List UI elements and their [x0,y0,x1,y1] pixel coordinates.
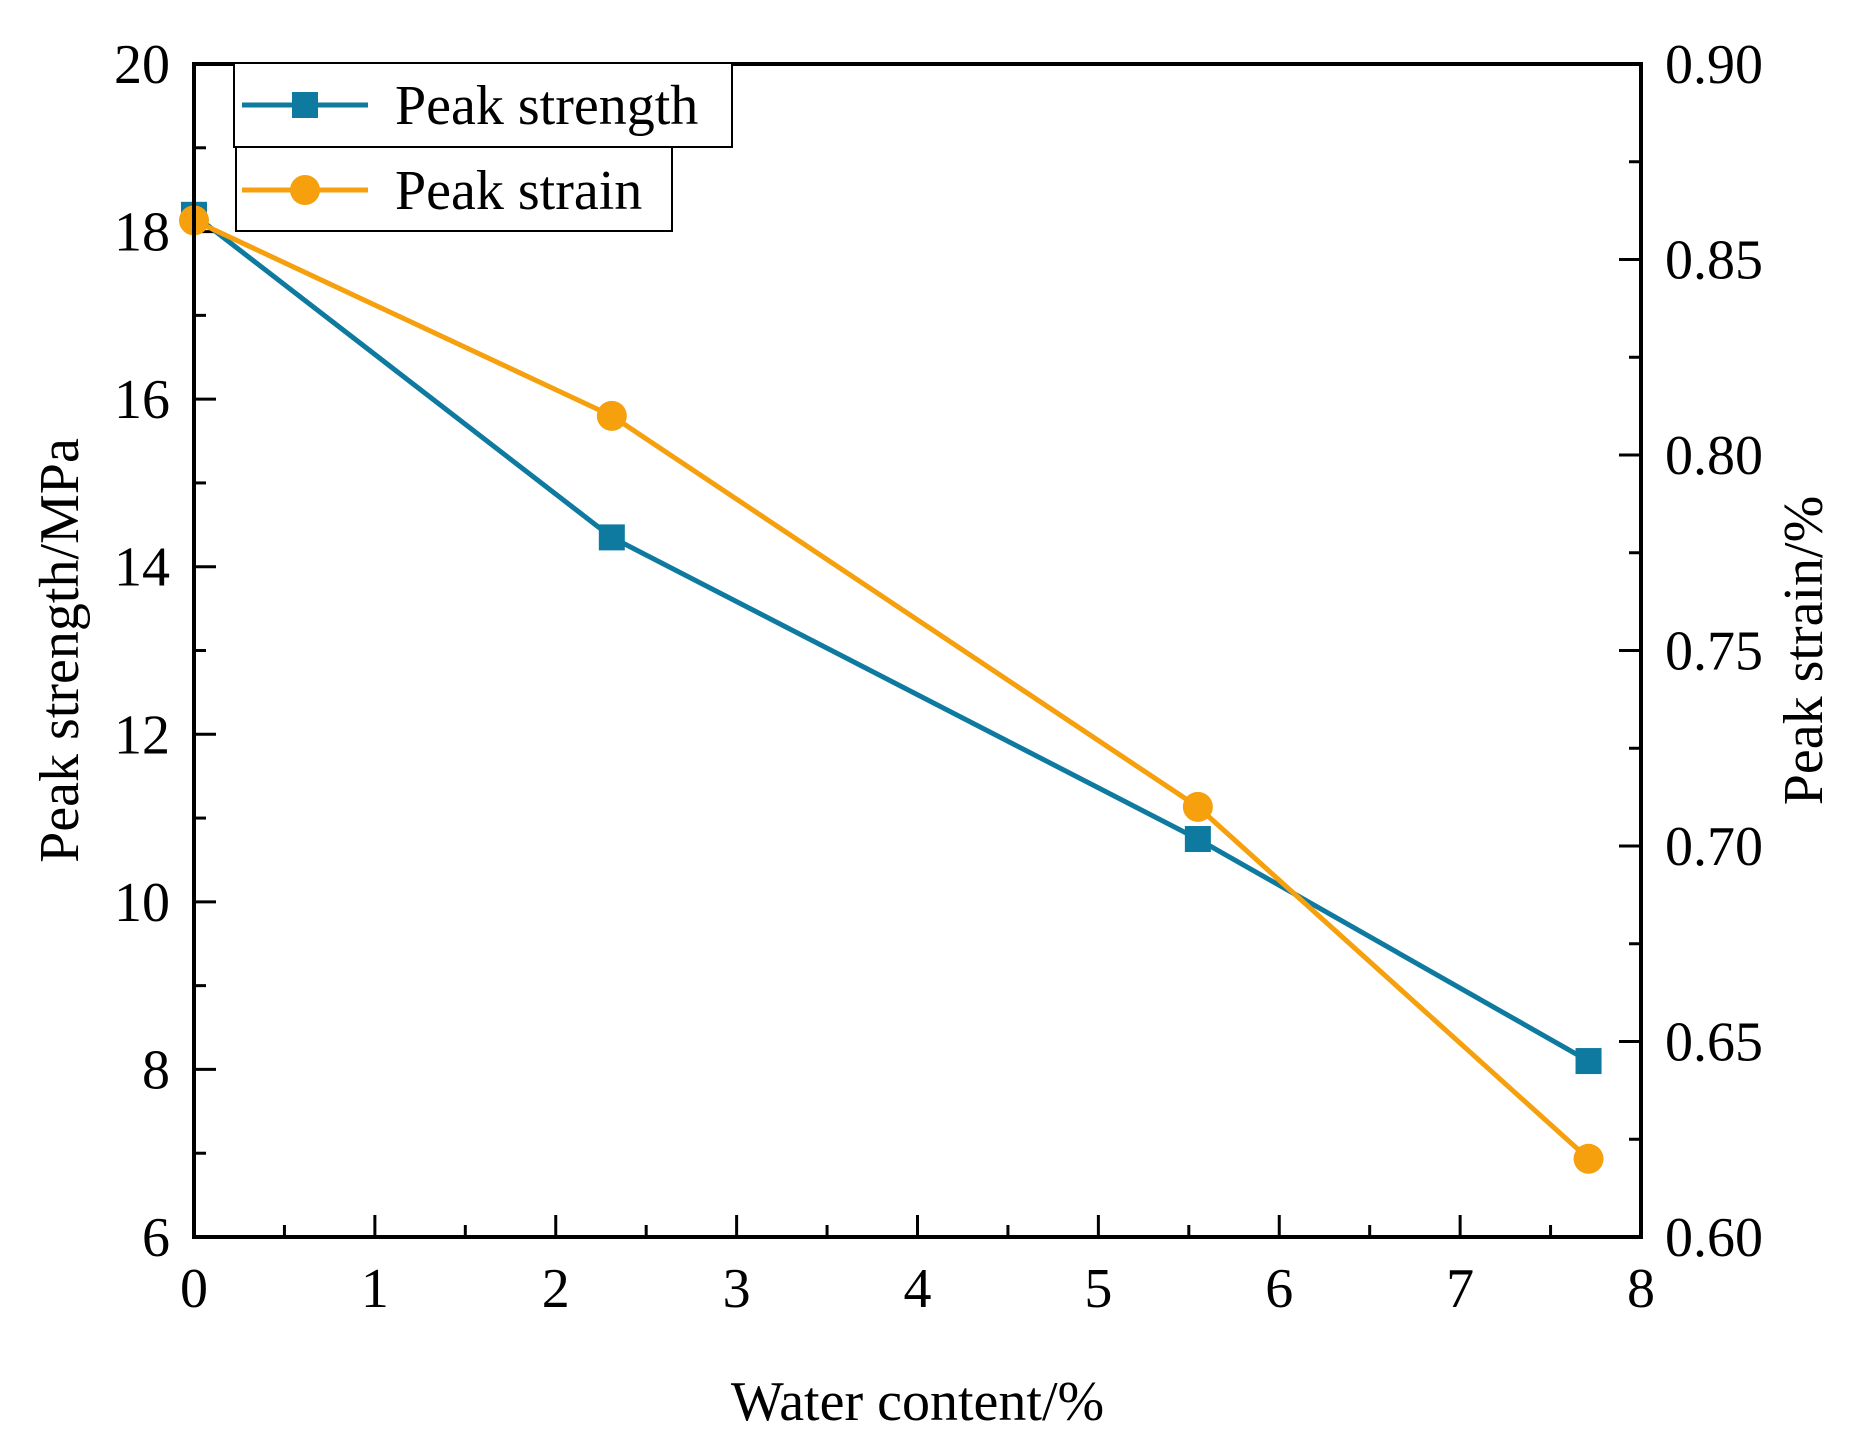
plot-frame [192,62,1643,1239]
y-right-tick-label-0.70: 0.70 [1665,816,1763,878]
legend-label-peak-strain: Peak strain [395,160,642,222]
data-point-peak-strain [596,400,627,431]
x-tick-label-2: 2 [542,1258,570,1320]
x-tick-label-3: 3 [723,1258,751,1320]
legend-label-peak-strength: Peak strength [395,75,698,137]
y-right-tick-label-0.85: 0.85 [1665,230,1763,292]
y-left-tick-label-20: 20 [114,34,170,96]
y-left-tick-label-18: 18 [114,202,170,264]
y-right-tick-label-0.75: 0.75 [1665,621,1763,683]
y-left-axis-title: Peak strength/MPa [29,438,91,863]
x-tick-label-0: 0 [180,1258,208,1320]
ticks-layer [192,62,1643,1239]
x-tick-label-8: 8 [1627,1258,1655,1320]
y-left-tick-label-6: 6 [142,1207,170,1269]
y-left-tick-label-14: 14 [114,537,170,599]
series-line-peak-strain [192,218,1591,1161]
x-tick-label-7: 7 [1446,1258,1474,1320]
y-right-tick-label-0.80: 0.80 [1665,425,1763,487]
tick-labels-layer: 0 1 2 3 4 5 6 7 8681012141618200.600.650.700.750… [114,34,1763,1320]
legend: Peak strength Peak strain [233,62,733,232]
y-left-tick-label-8: 8 [142,1039,170,1101]
data-point-peak-strain [1182,791,1213,822]
series-layer [179,201,1604,1174]
x-axis-title: Water content/% [731,1371,1104,1433]
data-point-peak-strength [598,524,625,551]
x-tick-label-5: 5 [1084,1258,1112,1320]
y-left-tick-label-10: 10 [114,872,170,934]
x-tick-label-6: 6 [1265,1258,1293,1320]
x-tick-label-1: 1 [361,1258,389,1320]
series-line-peak-strength [192,212,1590,1064]
data-point-peak-strain [1573,1143,1604,1174]
y-right-axis-title: Peak strain/% [1773,496,1835,805]
legend-marker-peak-strength [292,92,318,118]
y-right-tick-label-0.60: 0.60 [1665,1207,1763,1269]
x-tick-label-4: 4 [904,1258,932,1320]
y-left-tick-label-12: 12 [114,704,170,766]
data-point-peak-strength [1575,1048,1602,1075]
y-left-tick-label-16: 16 [114,369,170,431]
y-right-tick-label-0.90: 0.90 [1665,34,1763,96]
data-point-peak-strength [1184,826,1211,853]
legend-marker-peak-strain [290,175,320,205]
y-right-tick-label-0.65: 0.65 [1665,1012,1763,1074]
